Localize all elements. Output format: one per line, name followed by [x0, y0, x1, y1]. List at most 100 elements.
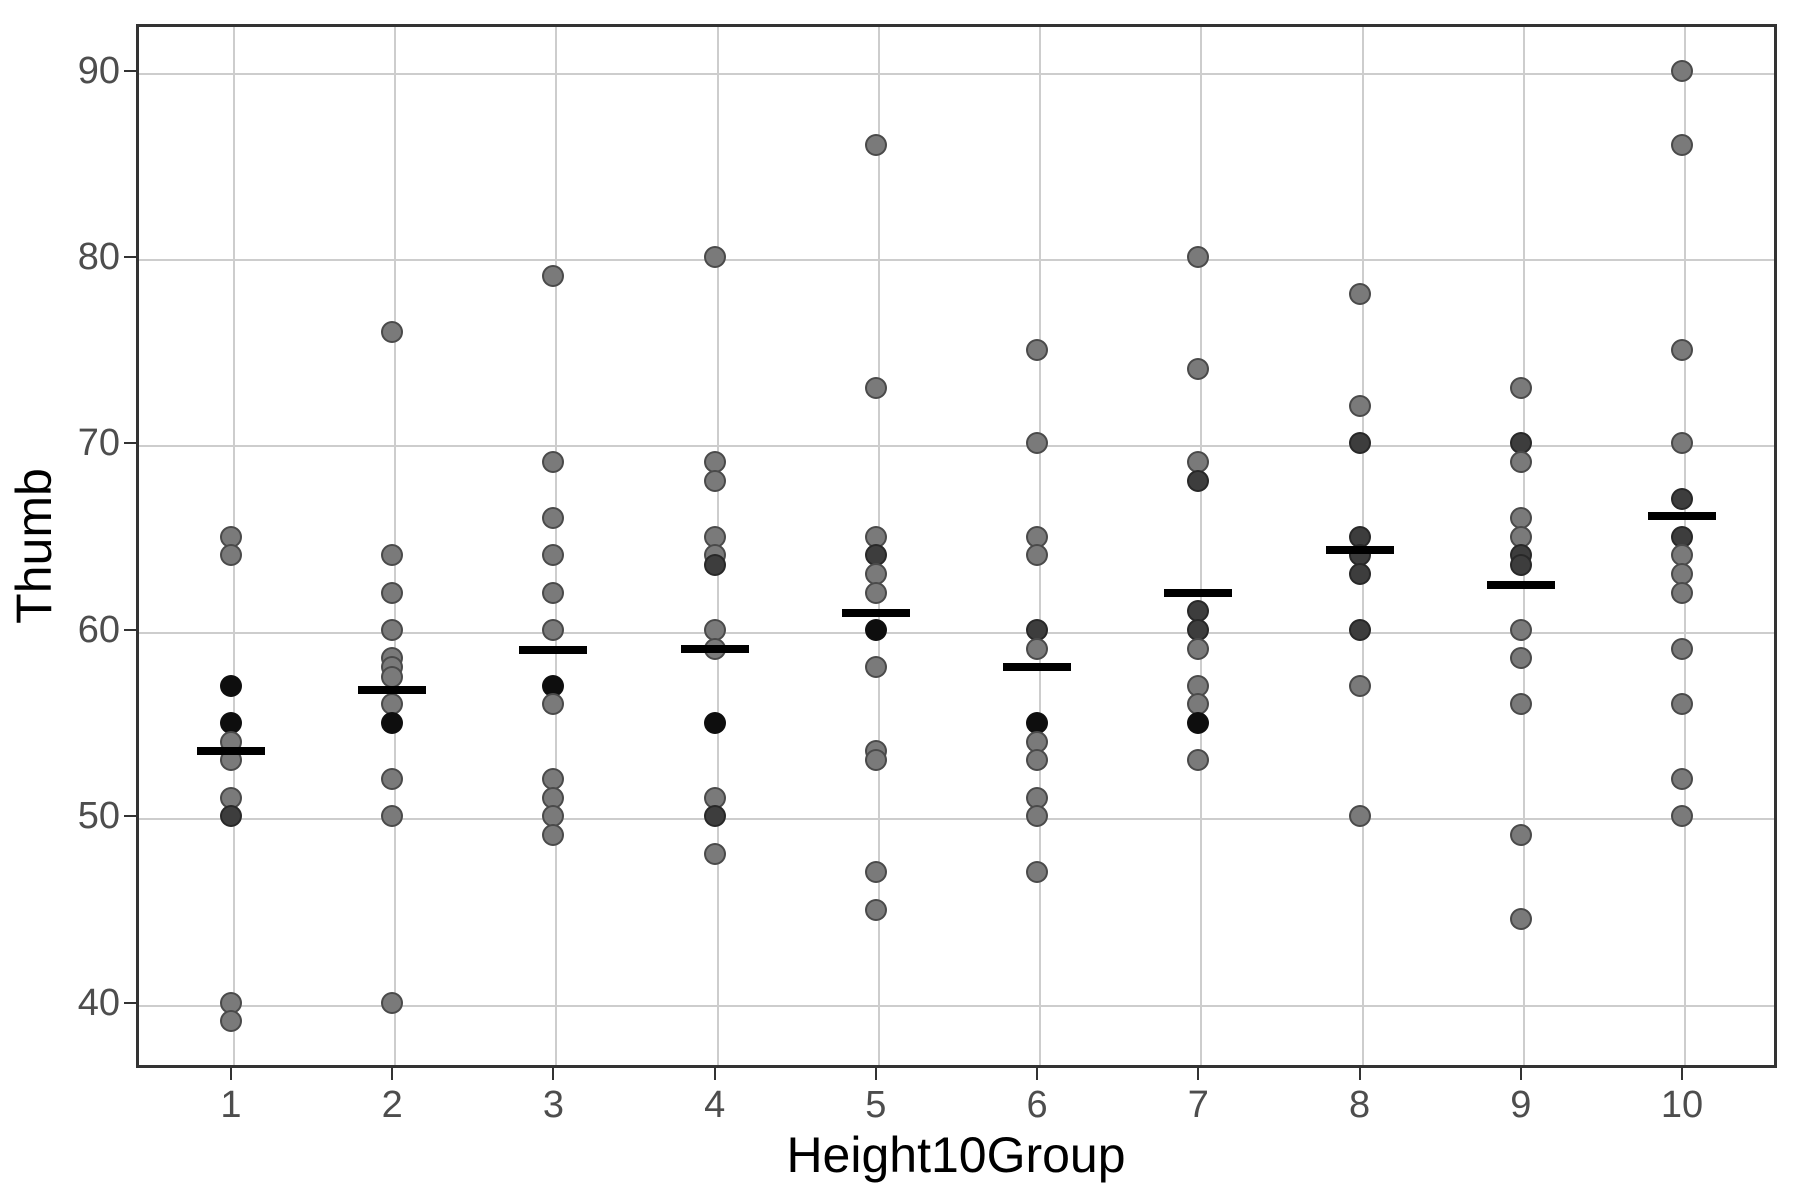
y-tick-mark [124, 256, 136, 259]
group-mean-bar [1486, 581, 1555, 590]
data-point [1348, 562, 1371, 585]
data-point [220, 1010, 242, 1033]
data-point [1509, 376, 1532, 399]
y-tick-label: 40 [77, 981, 120, 1024]
data-point [864, 581, 887, 604]
data-point [1026, 432, 1049, 455]
y-gridline [139, 259, 1774, 262]
data-point [1026, 544, 1049, 567]
x-tick-mark [1358, 1068, 1361, 1080]
y-gridline [139, 1004, 1774, 1007]
y-axis-title: Thumb [6, 468, 62, 624]
x-axis-title: Height10Group [786, 1127, 1126, 1183]
data-point [1348, 618, 1371, 641]
y-gridline [139, 72, 1774, 75]
y-gridline [139, 445, 1774, 448]
data-point [1348, 674, 1371, 697]
data-point [1026, 637, 1049, 660]
data-point [1509, 451, 1532, 474]
data-point [542, 618, 565, 641]
data-point [703, 246, 726, 269]
group-mean-bar [519, 646, 588, 655]
data-point [1348, 283, 1371, 306]
data-point [220, 544, 242, 567]
data-point [381, 618, 404, 641]
data-point [1187, 357, 1210, 380]
y-tick-mark [124, 1001, 136, 1004]
data-point [1671, 339, 1693, 362]
data-point [1671, 432, 1693, 455]
data-point [1671, 134, 1693, 157]
data-point [1187, 469, 1210, 492]
data-point [381, 665, 404, 688]
data-point [542, 451, 565, 474]
data-point [703, 712, 726, 735]
x-tick-mark [1681, 1068, 1683, 1080]
data-point [1509, 823, 1532, 846]
data-point [1671, 693, 1693, 716]
x-tick-mark [1197, 1068, 1200, 1080]
x-tick-label: 3 [542, 1084, 564, 1126]
data-point [542, 693, 565, 716]
data-point [864, 749, 887, 772]
data-point [864, 656, 887, 679]
data-point [1026, 861, 1049, 884]
data-point [703, 469, 726, 492]
data-point [1509, 693, 1532, 716]
x-tick-mark [874, 1068, 877, 1080]
data-point [1671, 488, 1693, 511]
group-mean-bar [1003, 663, 1072, 672]
group-mean-bar [680, 644, 749, 653]
data-point [542, 823, 565, 846]
data-point [703, 842, 726, 865]
data-point [864, 376, 887, 399]
data-point [381, 544, 404, 567]
y-tick-mark [124, 815, 136, 818]
group-mean-bar [197, 747, 265, 756]
data-point [1026, 749, 1049, 772]
data-point [1187, 637, 1210, 660]
data-point [1026, 805, 1049, 828]
data-point [864, 134, 887, 157]
data-point [381, 712, 404, 735]
x-tick-label: 1 [220, 1084, 242, 1126]
y-gridline [139, 818, 1774, 821]
x-tick-mark [1519, 1068, 1522, 1080]
data-point [703, 805, 726, 828]
data-point [1187, 712, 1210, 735]
x-tick-label: 8 [1348, 1084, 1371, 1126]
data-point [1026, 339, 1049, 362]
data-point [542, 264, 565, 287]
data-point [381, 991, 404, 1014]
data-point [220, 805, 242, 828]
y-gridline [139, 631, 1774, 634]
data-point [381, 320, 404, 343]
x-tick-label: 7 [1187, 1084, 1209, 1126]
y-tick-mark [124, 442, 136, 445]
x-tick-label: 2 [381, 1084, 403, 1126]
plot-panel [136, 24, 1777, 1068]
group-mean-bar [1164, 588, 1233, 597]
data-point [1348, 395, 1371, 418]
data-point [542, 544, 565, 567]
data-point [1509, 907, 1532, 930]
x-tick-mark [230, 1068, 232, 1080]
x-gridline [1200, 27, 1203, 1065]
data-point [542, 581, 565, 604]
data-point [381, 805, 404, 828]
x-tick-mark [713, 1068, 716, 1080]
data-point [1671, 59, 1693, 82]
x-tick-label: 9 [1510, 1084, 1532, 1126]
data-point [1671, 581, 1693, 604]
x-tick-mark [391, 1068, 394, 1080]
x-tick-label: 4 [704, 1084, 726, 1126]
data-point [864, 618, 887, 641]
data-point [1671, 637, 1693, 660]
data-point [220, 674, 242, 697]
data-point [864, 898, 887, 921]
data-point [703, 553, 726, 576]
y-tick-mark [124, 628, 136, 631]
data-point [1187, 749, 1210, 772]
y-tick-mark [124, 69, 136, 72]
